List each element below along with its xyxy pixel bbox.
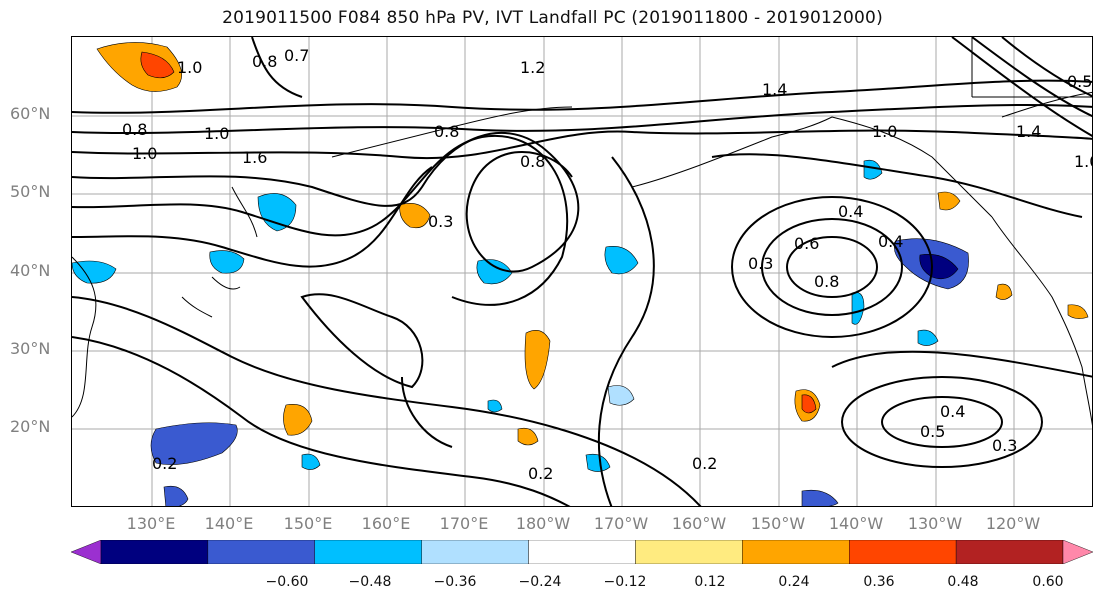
colorbar-tick: 0.36 [863,574,895,590]
lon-label: 170°E [439,514,489,533]
contour-label: 0.2 [152,454,177,473]
contour-label: 0.8 [520,152,545,171]
shaded-anomalies [72,42,1089,506]
contour-label: 1.4 [762,80,787,99]
lon-label: 140°W [828,514,884,533]
contour-label: 1.0 [1074,152,1093,171]
contour-label-layer: 1.0 0.7 0.8 1.2 1.0 1.0 1.6 0.8 1.4 1.4 … [122,46,1093,483]
lon-label: 150°E [283,514,333,533]
colorbar-extension-low [71,540,102,564]
colorbar [71,540,1093,564]
colorbar-cell [528,540,636,564]
contour-label: 0.5 [1067,72,1092,91]
gridlines [72,37,1092,506]
map-canvas: 1.0 0.7 0.8 1.2 1.0 1.0 1.6 0.8 1.4 1.4 … [72,37,1093,506]
lat-label: 40°N [10,261,51,280]
contour-label: 0.4 [838,202,863,221]
colorbar-tick: −0.36 [433,574,477,590]
contour-label: 0.6 [794,234,819,253]
colorbar-tick: −0.48 [348,574,392,590]
map-panel: 1.0 0.7 0.8 1.2 1.0 1.0 1.6 0.8 1.4 1.4 … [71,36,1093,507]
contour-label: 0.3 [428,212,453,231]
colorbar-cell [421,540,529,564]
colorbar-cell [100,540,209,564]
lon-label: 160°W [671,514,727,533]
contour-label: 0.7 [284,46,309,65]
contour-label: 0.3 [748,254,773,273]
colorbar-cell [635,540,743,564]
lat-label: 60°N [10,104,51,123]
contour-label: 0.2 [692,454,717,473]
contour-label: 0.8 [252,52,277,71]
contour-label: 1.0 [132,144,157,163]
colorbar-tick: −0.24 [518,574,562,590]
contour-label: 0.8 [122,120,147,139]
contour-label: 0.4 [940,402,965,421]
contour-label: 0.5 [920,422,945,441]
contour-label: 0.8 [814,272,839,291]
lat-label: 30°N [10,339,51,358]
lon-label: 130°W [907,514,963,533]
contour-label: 1.6 [242,148,267,167]
colorbar-tick: 0.24 [778,574,810,590]
colorbar-cell [955,540,1064,564]
contour-label: 1.0 [872,122,897,141]
lat-label: 50°N [10,182,51,201]
lon-label: 140°E [204,514,254,533]
contour-label: 1.2 [520,58,545,77]
map-title: 2019011500 F084 850 hPa PV, IVT Landfall… [222,8,883,28]
colorbar-cell [314,540,422,564]
contour-label: 0.2 [528,464,553,483]
colorbar-cell [742,540,850,564]
lon-label: 130°E [126,514,176,533]
lon-label: 180°W [515,514,571,533]
colorbar-cell [207,540,315,564]
colorbar-tick: −0.12 [603,574,647,590]
colorbar-tick: 0.60 [1032,574,1064,590]
contour-label: 0.8 [434,122,459,141]
contour-label: 0.3 [992,436,1017,455]
lon-label: 150°W [750,514,806,533]
lat-label: 20°N [10,417,51,436]
lon-label: 120°W [985,514,1041,533]
coastlines [72,37,1092,426]
colorbar-extension-high [1062,540,1093,564]
contour-label: 1.0 [177,58,202,77]
contour-label: 1.4 [1016,122,1041,141]
colorbar-tick: −0.60 [265,574,309,590]
contour-label: 0.4 [878,232,903,251]
colorbar-cell [849,540,957,564]
contour-lines [72,37,1092,506]
colorbar-tick: 0.12 [694,574,726,590]
contour-label: 1.0 [204,124,229,143]
lon-label: 160°E [361,514,411,533]
colorbar-tick: 0.48 [947,574,979,590]
lon-label: 170°W [593,514,649,533]
